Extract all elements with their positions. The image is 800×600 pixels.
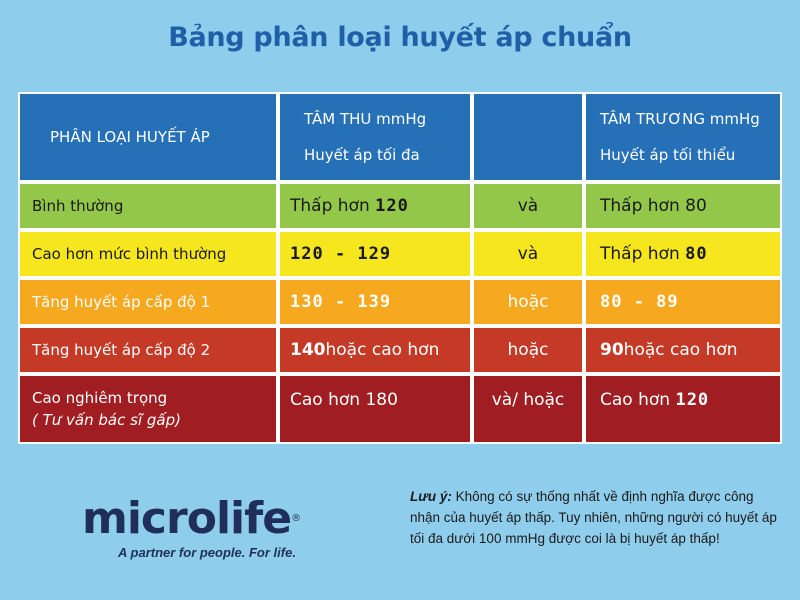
page-title: Bảng phân loại huyết áp chuẩn — [168, 22, 632, 53]
connector-cell: và/ hoặc — [474, 376, 582, 442]
systolic-value: 140 — [290, 340, 326, 360]
header-category: PHÂN LOẠI HUYẾT ÁP — [20, 94, 276, 180]
systolic-value: 130 - 139 — [290, 292, 392, 312]
systolic-cell: 140 hoặc cao hơn — [280, 328, 470, 372]
header-diastolic-sub: Huyết áp tối thiểu — [600, 146, 736, 164]
systolic-suffix: hoặc cao hơn — [325, 340, 440, 360]
connector-cell: hoặc — [474, 280, 582, 324]
table-row: Cao hơn mức bình thường 120 - 129 và Thấ… — [18, 232, 782, 276]
connector-cell: và — [474, 184, 582, 228]
category-sub-label: ( Tư vấn bác sĩ gấp) — [32, 411, 181, 429]
table-row: Tăng huyết áp cấp độ 2 140 hoặc cao hơn … — [18, 328, 782, 372]
category-cell: Cao nghiêm trọng ( Tư vấn bác sĩ gấp) — [20, 376, 276, 442]
category-cell: Cao hơn mức bình thường — [20, 232, 276, 276]
category-label: Cao nghiêm trọng — [32, 389, 168, 407]
systolic-cell: Thấp hơn 120 — [280, 184, 470, 228]
diastolic-suffix: hoặc cao hơn — [623, 340, 738, 360]
diastolic-value: 90 — [600, 340, 624, 360]
table-row: Tăng huyết áp cấp độ 1 130 - 139 hoặc 80… — [18, 280, 782, 324]
blood-pressure-table: PHÂN LOẠI HUYẾT ÁP TÂM THU mmHg Huyết áp… — [18, 92, 782, 444]
connector-cell: hoặc — [474, 328, 582, 372]
header-systolic-title: TÂM THU mmHg — [304, 110, 427, 128]
header-connector — [474, 94, 582, 180]
table-header-row: PHÂN LOẠI HUYẾT ÁP TÂM THU mmHg Huyết áp… — [18, 94, 782, 180]
systolic-cell: 120 - 129 — [280, 232, 470, 276]
category-cell: Tăng huyết áp cấp độ 1 — [20, 280, 276, 324]
header-systolic: TÂM THU mmHg Huyết áp tối đa — [280, 94, 470, 180]
systolic-value: 120 - 129 — [290, 244, 392, 264]
header-diastolic-title: TÂM TRƯƠNG mmHg — [600, 110, 760, 128]
note-label: Lưu ý: — [410, 489, 452, 504]
logo-wordmark: microlife® — [82, 497, 301, 541]
category-cell: Bình thường — [20, 184, 276, 228]
microlife-logo: microlife® A partner for people. For lif… — [82, 497, 301, 561]
note-text: Không có sự thống nhất về định nghĩa đượ… — [410, 489, 777, 546]
diastolic-value: 120 — [675, 390, 710, 410]
header-diastolic: TÂM TRƯƠNG mmHg Huyết áp tối thiểu — [586, 94, 780, 180]
diastolic-prefix: Cao hơn — [600, 390, 671, 410]
diastolic-cell: Thấp hơn 80 — [586, 232, 780, 276]
category-cell: Tăng huyết áp cấp độ 2 — [20, 328, 276, 372]
systolic-cell: Cao hơn 180 — [280, 376, 470, 442]
systolic-cell: 130 - 139 — [280, 280, 470, 324]
registered-mark: ® — [291, 513, 301, 524]
systolic-value: 120 — [375, 196, 409, 216]
logo-tagline: A partner for people. For life. — [118, 545, 296, 560]
connector-cell: và — [474, 232, 582, 276]
systolic-prefix: Thấp hơn — [290, 196, 370, 216]
diastolic-cell: 90 hoặc cao hơn — [586, 328, 780, 372]
diastolic-value: 80 - 89 — [600, 292, 679, 312]
logo-word: microlife — [82, 493, 292, 544]
table-row: Bình thường Thấp hơn 120 và Thấp hơn 80 — [18, 184, 782, 228]
footnote: Lưu ý: Không có sự thống nhất về định ng… — [410, 486, 780, 549]
diastolic-value: 80 — [685, 244, 708, 264]
diastolic-prefix: Thấp hơn — [600, 244, 680, 264]
table-row: Cao nghiêm trọng ( Tư vấn bác sĩ gấp) Ca… — [18, 376, 782, 442]
diastolic-cell: 80 - 89 — [586, 280, 780, 324]
header-systolic-sub: Huyết áp tối đa — [304, 146, 420, 164]
diastolic-cell: Thấp hơn 80 — [586, 184, 780, 228]
diastolic-cell: Cao hơn 120 — [586, 376, 780, 442]
